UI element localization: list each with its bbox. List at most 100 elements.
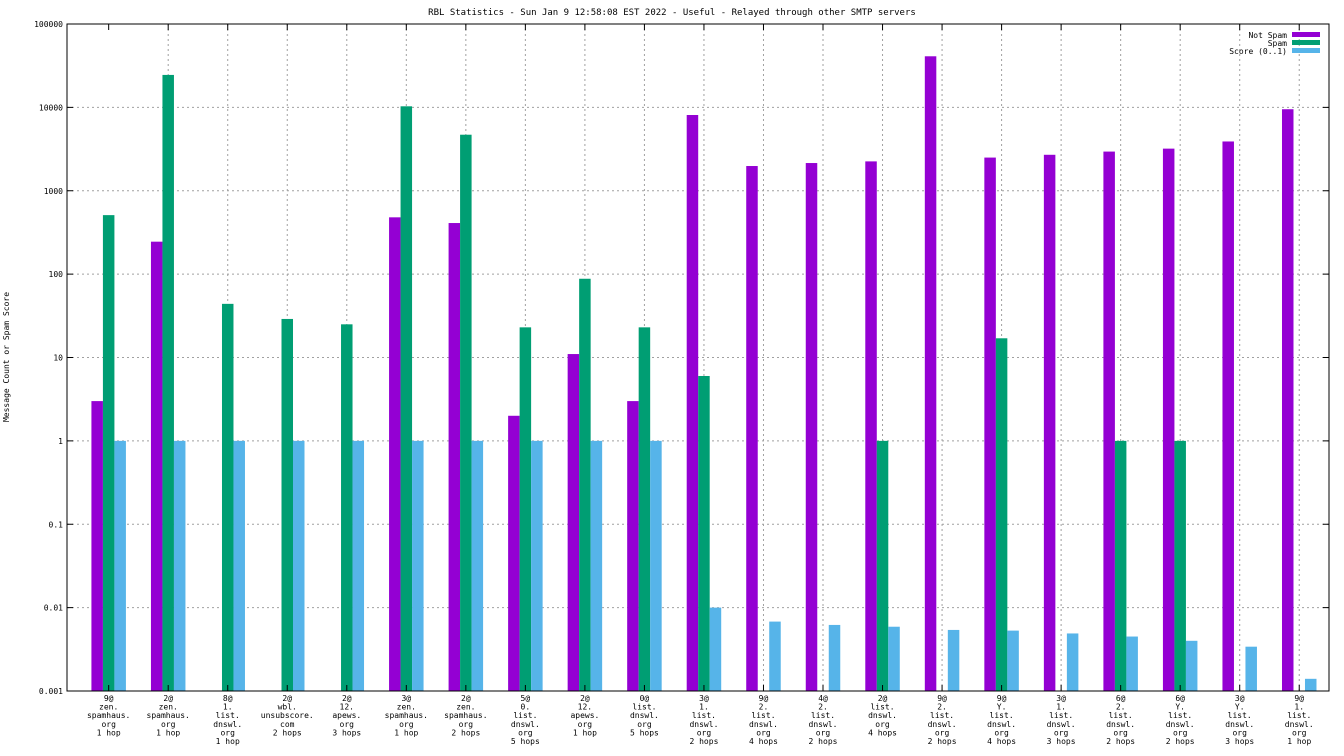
x-tick-label-line: dnswl. bbox=[213, 720, 242, 729]
x-tick-label: 5@ 0. list. dnswl. org 5 hops bbox=[511, 694, 540, 746]
x-tick-label-line: 3@ bbox=[699, 694, 709, 703]
x-tick-label-line: 4 hops bbox=[987, 737, 1016, 746]
bar-spam bbox=[460, 134, 472, 691]
x-tick-label-line: org bbox=[340, 720, 355, 729]
x-tick-label-line: 1 hop bbox=[573, 728, 597, 737]
x-tick-label-line: 1 hop bbox=[1287, 737, 1311, 746]
bar-not-spam bbox=[686, 115, 699, 691]
x-tick-label-line: list. bbox=[1168, 711, 1192, 720]
bar-spam bbox=[638, 327, 651, 691]
bar-not-spam bbox=[924, 56, 937, 692]
bar-score-0-1 bbox=[1126, 636, 1138, 691]
x-tick-label-line: dnswl. bbox=[511, 720, 540, 729]
x-tick-label-line: 3@ bbox=[401, 694, 411, 703]
x-tick-label-line: 3 hops bbox=[1047, 737, 1076, 746]
bar-not-spam bbox=[91, 401, 103, 691]
x-tick-label-line: 4 hops bbox=[749, 737, 778, 746]
bar-not-spam bbox=[448, 223, 461, 691]
x-tick-label-line: 2@ bbox=[163, 694, 173, 703]
bar-score-0-1 bbox=[947, 629, 960, 691]
bars bbox=[91, 56, 1317, 692]
chart-title: RBL Statistics - Sun Jan 9 12:58:08 EST … bbox=[428, 8, 916, 18]
y-tick-label: 1000 bbox=[44, 187, 63, 196]
y-tick-label: 10000 bbox=[39, 103, 63, 112]
x-tick-label: 2@ wbl. unsubscore. com 2 hops bbox=[261, 694, 314, 737]
x-tick-label-line: 1 hop bbox=[216, 737, 240, 746]
bar-not-spam bbox=[389, 217, 401, 691]
x-tick-label-line: 6@ bbox=[1116, 694, 1126, 703]
x-tick-label-line: 8@ bbox=[223, 694, 233, 703]
x-tick-label-line: 3 hops bbox=[1225, 737, 1254, 746]
x-tick-label-line: org bbox=[459, 720, 474, 729]
y-tick-label: 0.001 bbox=[39, 687, 63, 696]
bar-score-0-1 bbox=[173, 440, 186, 691]
bar-spam bbox=[995, 338, 1008, 691]
bar-score-0-1 bbox=[1007, 630, 1019, 691]
x-tick-label-line: list. bbox=[751, 711, 775, 720]
x-tick-label: 6@ Y. list. dnswl. org 2 hops bbox=[1166, 694, 1195, 746]
x-tick-label: 6@ 2. list. dnswl. org 2 hops bbox=[1106, 694, 1135, 746]
y-tick-label: 0.01 bbox=[44, 604, 63, 613]
x-tick-label-line: dnswl. bbox=[987, 720, 1016, 729]
bar-score-0-1 bbox=[1304, 678, 1317, 691]
bar-not-spam bbox=[746, 166, 758, 692]
x-tick-label-line: 3@ bbox=[1056, 694, 1066, 703]
x-tick-label: 3@ 1. list. dnswl. org 3 hops bbox=[1047, 694, 1076, 746]
x-tick-label-line: 0. bbox=[521, 703, 531, 712]
legend-swatch bbox=[1292, 40, 1320, 45]
x-tick-label-line: list. bbox=[811, 711, 835, 720]
bar-score-0-1 bbox=[1245, 646, 1257, 691]
bar-score-0-1 bbox=[531, 440, 543, 691]
x-tick-label-line: 3 hops bbox=[332, 728, 361, 737]
legend-label: Spam bbox=[1268, 39, 1287, 48]
x-tick-label-line: apews. bbox=[570, 711, 599, 720]
bar-spam bbox=[162, 74, 174, 691]
x-tick-label: 3@ zen. spamhaus. org 1 hop bbox=[385, 694, 428, 737]
x-tick-label-line: spamhaus. bbox=[385, 711, 428, 720]
x-tick-label-line: zen. bbox=[456, 703, 475, 712]
x-tick-label-line: org bbox=[994, 728, 1009, 737]
x-tick-label-line: 1 hop bbox=[97, 728, 121, 737]
bar-spam bbox=[579, 278, 591, 691]
bar-score-0-1 bbox=[114, 440, 126, 691]
x-tick-label-line: dnswl. bbox=[1225, 720, 1254, 729]
bar-spam bbox=[876, 440, 889, 691]
x-tick-label: 9@ 1. list. dnswl. org 1 hop bbox=[1285, 694, 1314, 746]
x-tick-label-line: 4@ bbox=[818, 694, 828, 703]
x-tick-label-line: 2 hops bbox=[451, 728, 480, 737]
x-tick-label: 9@ zen. spamhaus. org 1 hop bbox=[87, 694, 130, 737]
x-tick-label-line: dnswl. bbox=[1166, 720, 1195, 729]
x-tick-label-line: 2@ bbox=[878, 694, 888, 703]
x-tick-label-line: org bbox=[756, 728, 771, 737]
x-tick-label-line: 9@ bbox=[937, 694, 947, 703]
bar-not-spam bbox=[865, 161, 877, 691]
x-tick-label-line: 9@ bbox=[759, 694, 769, 703]
x-tick-label-line: unsubscore. bbox=[261, 711, 314, 720]
x-tick-label-line: list. bbox=[513, 711, 537, 720]
bar-spam bbox=[519, 327, 532, 691]
x-tick-label-line: 9@ bbox=[104, 694, 114, 703]
legend-swatch bbox=[1292, 32, 1320, 37]
x-tick-label: 2@ zen. spamhaus. org 1 hop bbox=[147, 694, 190, 737]
x-tick-label-line: list. bbox=[1109, 711, 1133, 720]
x-tick-label-line: org bbox=[935, 728, 950, 737]
x-tick-label-line: 2 hops bbox=[1106, 737, 1135, 746]
x-tick-label-line: 2 hops bbox=[273, 728, 302, 737]
x-tick-label-line: spamhaus. bbox=[444, 711, 487, 720]
x-tick-label-line: 12. bbox=[340, 703, 354, 712]
x-tick-label-line: list. bbox=[632, 703, 656, 712]
x-tick-label-line: list. bbox=[930, 711, 954, 720]
bar-score-0-1 bbox=[412, 440, 424, 691]
y-tick-label: 100000 bbox=[34, 20, 63, 29]
y-tick-label: 10 bbox=[53, 354, 63, 363]
x-tick-label-line: 1. bbox=[223, 703, 233, 712]
bar-score-0-1 bbox=[828, 624, 841, 691]
bar-not-spam bbox=[567, 354, 580, 691]
y-tick-label: 0.1 bbox=[49, 520, 64, 529]
x-tick-label-line: 0@ bbox=[640, 694, 650, 703]
bar-score-0-1 bbox=[888, 626, 900, 691]
x-tick-label: 2@ 12. apews. org 3 hops bbox=[332, 694, 361, 737]
